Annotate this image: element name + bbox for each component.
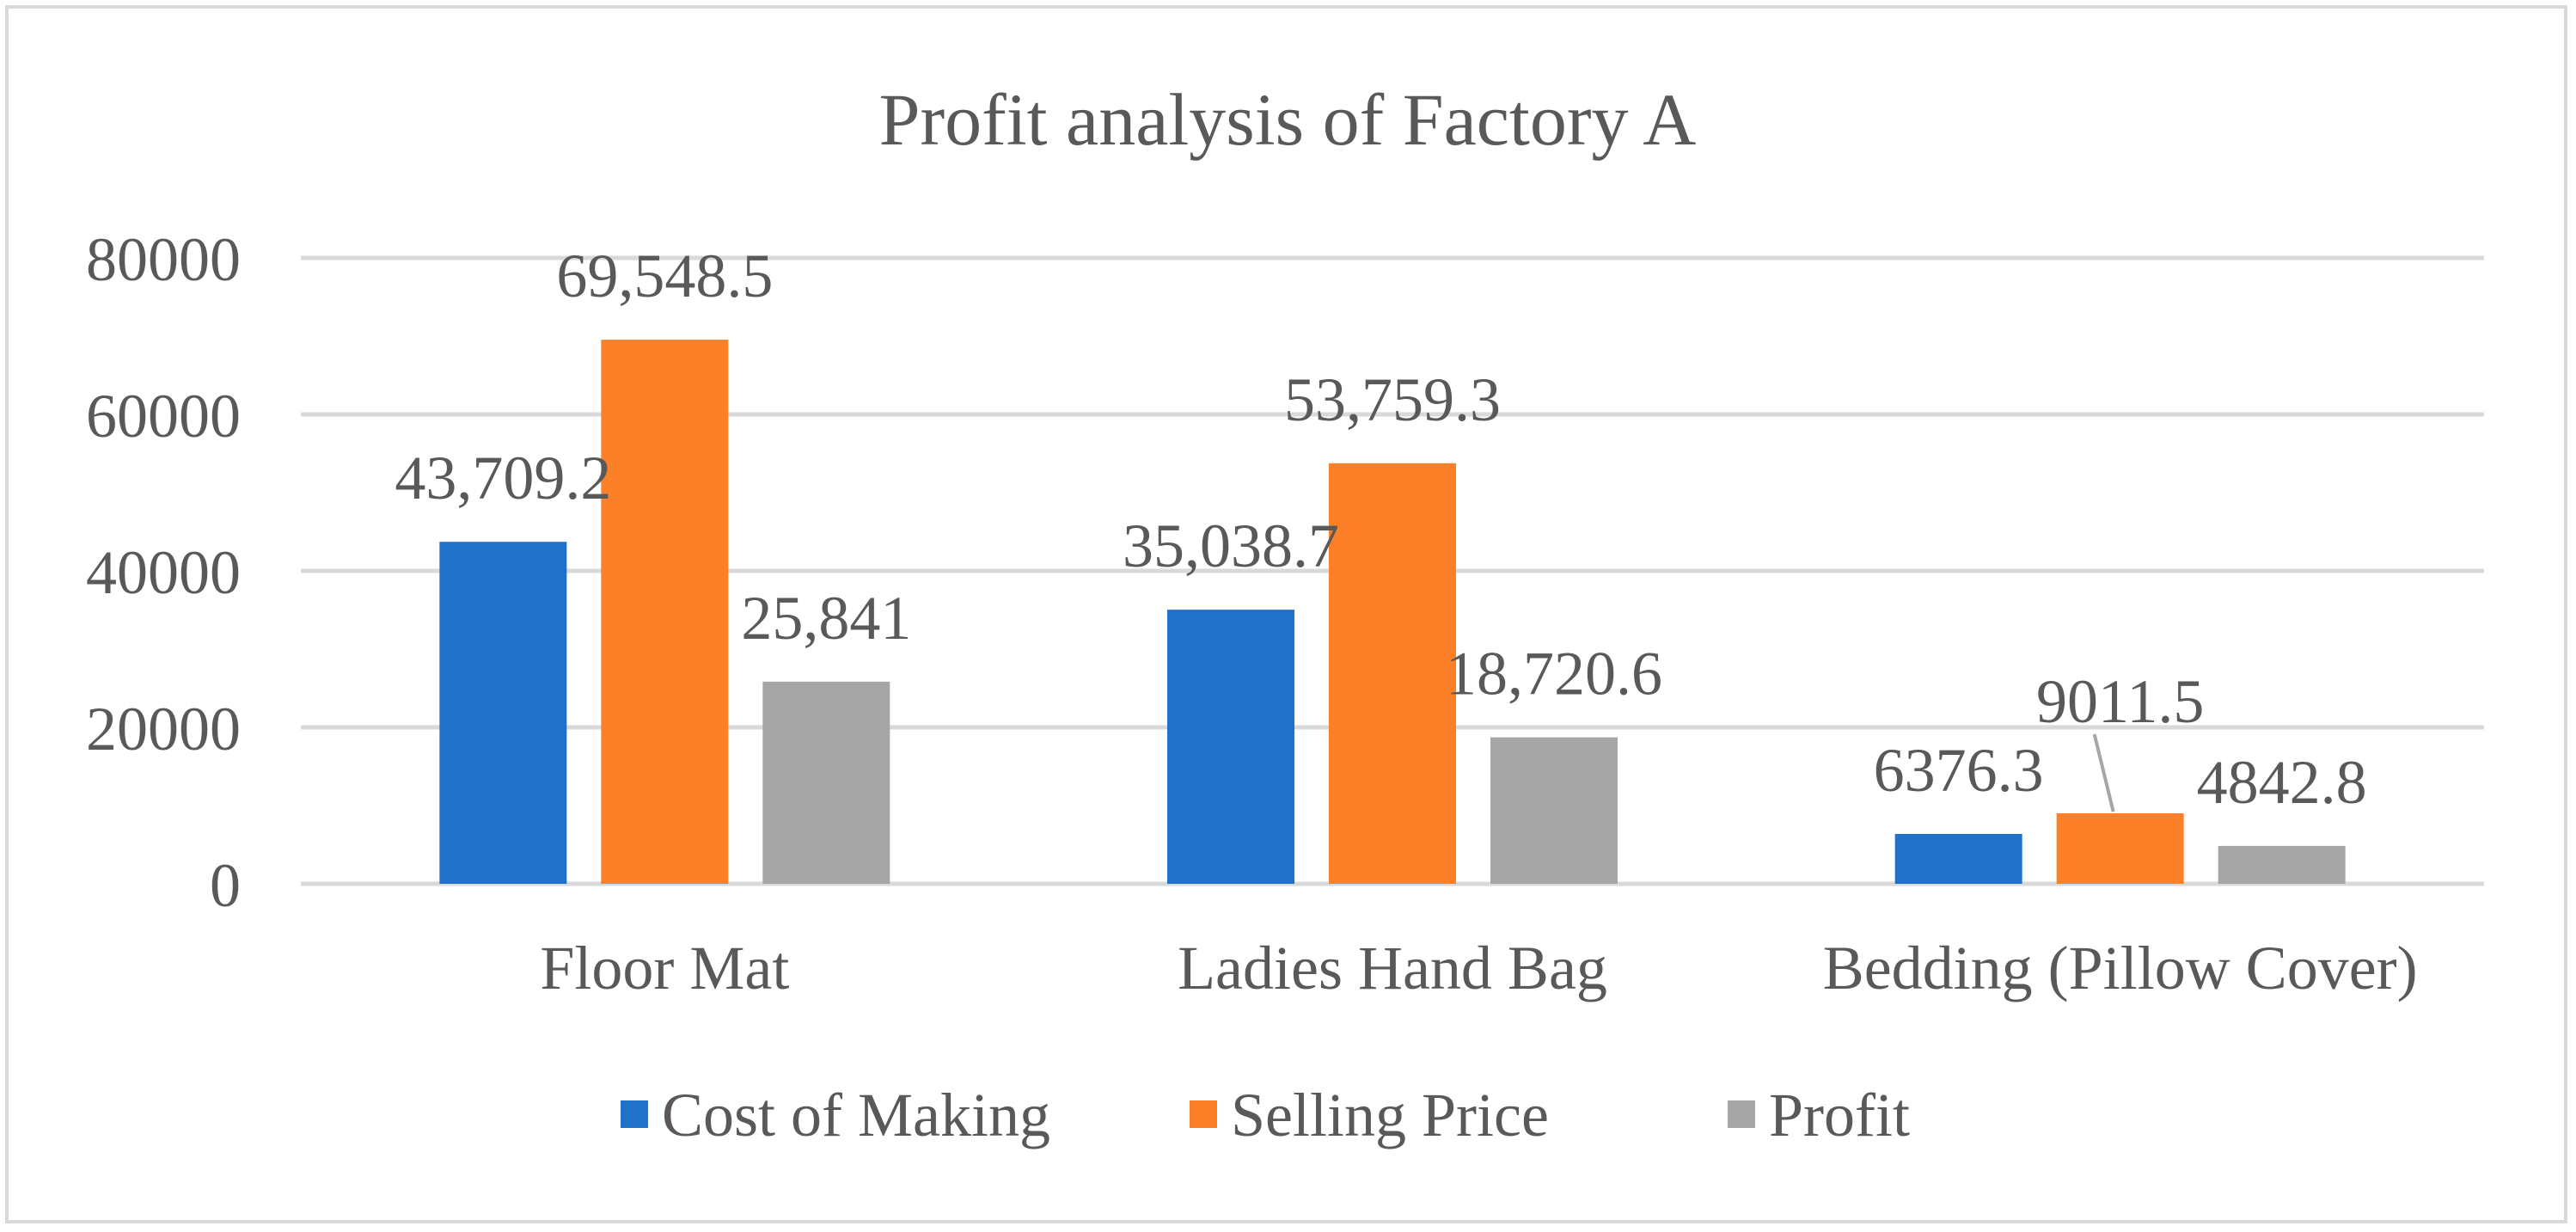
bar-profit bbox=[2218, 845, 2346, 884]
bar-selling-price bbox=[2056, 812, 2184, 884]
data-label: 18,720.6 bbox=[1446, 640, 1662, 708]
x-axis-ticks: Floor Mat Ladies Hand Bag Bedding (Pillow … bbox=[540, 934, 2417, 1002]
legend-label: Cost of Making bbox=[662, 1081, 1050, 1149]
data-label: 6376.3 bbox=[1874, 736, 2044, 805]
data-label: 35,038.7 bbox=[1123, 512, 1339, 580]
legend: Cost of Making Selling Price Profit bbox=[621, 1081, 1910, 1149]
legend-label: Selling Price bbox=[1231, 1081, 1549, 1149]
data-labels: 43,709.2 69,548.5 25,841 35,038.7 53,759.3 18… bbox=[395, 242, 2366, 817]
bar-selling-price bbox=[601, 340, 729, 884]
bar-profit bbox=[1490, 737, 1618, 884]
y-tick-label: 0 bbox=[210, 851, 241, 920]
chart-title: Profit analysis of Factory A bbox=[879, 78, 1697, 161]
data-label: 69,548.5 bbox=[556, 242, 773, 310]
data-label: 53,759.3 bbox=[1284, 365, 1501, 434]
bars bbox=[439, 340, 2346, 884]
bar-cost-of-making bbox=[1894, 833, 2022, 884]
x-tick-label: Bedding (Pillow Cover) bbox=[1823, 934, 2418, 1002]
y-axis-ticks: 0 20000 40000 60000 80000 bbox=[86, 225, 241, 920]
y-tick-label: 80000 bbox=[86, 225, 241, 294]
legend-swatch bbox=[621, 1100, 648, 1128]
y-tick-label: 60000 bbox=[86, 382, 241, 451]
data-label: 4842.8 bbox=[2197, 748, 2367, 817]
data-label: 43,709.2 bbox=[395, 444, 611, 512]
data-label: 9011.5 bbox=[2036, 667, 2204, 736]
legend-swatch bbox=[1728, 1100, 1755, 1128]
bar-cost-of-making bbox=[439, 542, 567, 884]
y-tick-label: 20000 bbox=[86, 695, 241, 763]
bar-selling-price bbox=[1329, 463, 1456, 884]
y-tick-label: 40000 bbox=[86, 538, 241, 607]
legend-label: Profit bbox=[1769, 1081, 1910, 1149]
x-tick-label: Floor Mat bbox=[540, 934, 789, 1002]
bar-profit bbox=[762, 681, 890, 884]
x-tick-label: Ladies Hand Bag bbox=[1178, 934, 1607, 1002]
data-label: 25,841 bbox=[741, 584, 911, 653]
leader-lines bbox=[2092, 733, 2115, 812]
leader-line bbox=[2092, 733, 2115, 812]
bar-cost-of-making bbox=[1167, 610, 1294, 884]
legend-swatch bbox=[1190, 1100, 1217, 1128]
